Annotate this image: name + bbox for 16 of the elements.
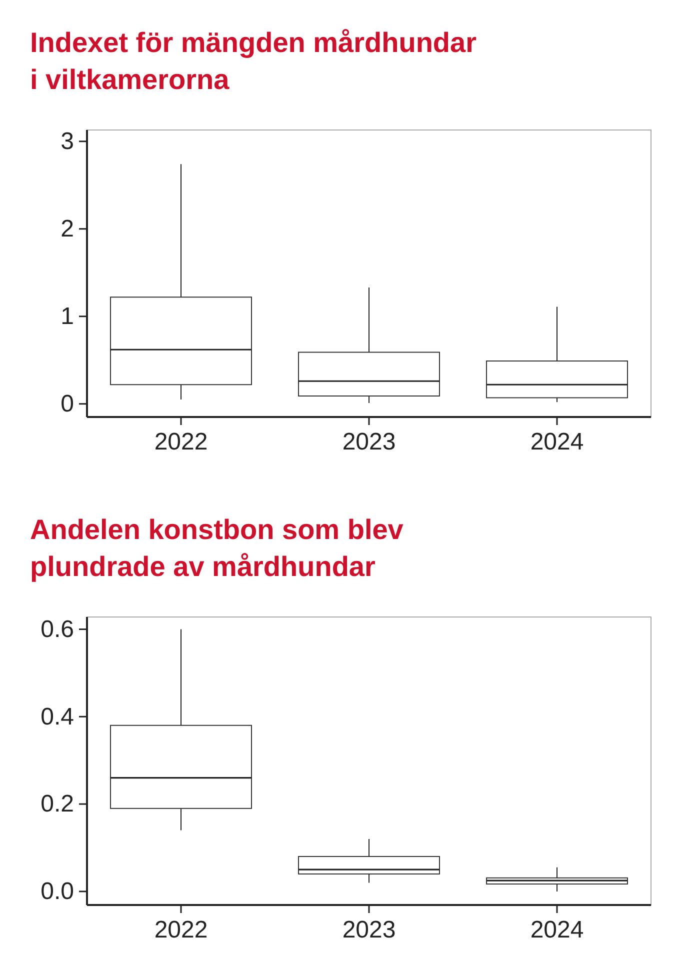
chart-title: Andelen konstbon som blev plundrade av mårdhundar (30, 514, 404, 582)
y-tick-label: 0.4 (40, 703, 74, 730)
x-tick-label: 2024 (530, 428, 584, 456)
y-tick-label: 2 (60, 216, 74, 243)
x-tick-label: 2024 (530, 916, 584, 944)
y-tick-label: 0 (60, 390, 74, 418)
x-tick-label: 2022 (154, 916, 208, 944)
y-tick-label: 0.0 (40, 878, 74, 906)
y-tick-label: 1 (60, 303, 74, 330)
y-tick-label: 0.6 (40, 616, 74, 643)
x-tick-label: 2023 (342, 916, 396, 944)
chart-title: Indexet för mängden mårdhundar i viltkamerorna (30, 27, 477, 95)
x-tick-label: 2023 (342, 428, 396, 456)
x-tick-label: 2022 (154, 428, 208, 456)
y-tick-label: 3 (60, 128, 74, 156)
y-tick-label: 0.2 (40, 790, 74, 818)
